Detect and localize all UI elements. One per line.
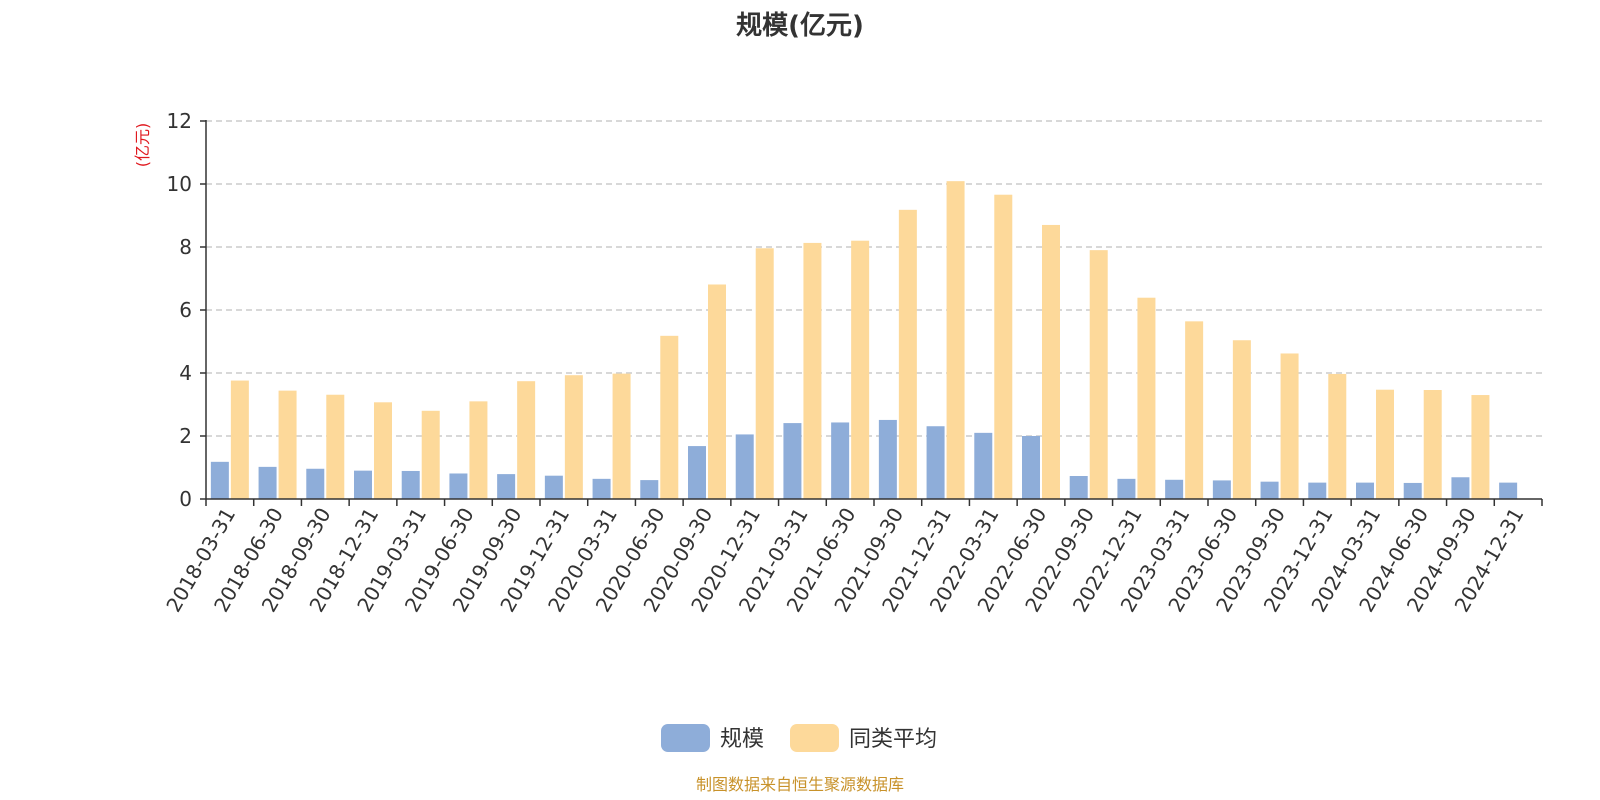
bar-同类平均-2023-06-30	[1232, 340, 1251, 499]
bar-同类平均-2022-09-30	[1089, 250, 1108, 499]
y-tick-label: 0	[179, 487, 192, 511]
bar-同类平均-2022-03-31	[994, 194, 1013, 499]
bar-规模-2020-06-30	[640, 480, 659, 499]
bar-同类平均-2018-12-31	[374, 402, 392, 499]
bar-规模-2019-12-31	[544, 475, 563, 499]
bar-同类平均-2023-03-31	[1185, 321, 1204, 499]
bar-同类平均-2021-03-31	[803, 242, 822, 499]
y-tick-label: 12	[167, 109, 192, 133]
bar-规模-2023-09-30	[1260, 481, 1279, 499]
bar-规模-2019-06-30	[449, 473, 468, 499]
legend: 规模 同类平均	[661, 724, 937, 752]
bar-同类平均-2024-06-30	[1423, 390, 1442, 499]
bar-规模-2018-03-31	[210, 461, 229, 499]
bar-同类平均-2020-09-30	[708, 284, 726, 499]
bar-规模-2020-09-30	[688, 446, 706, 499]
bar-同类平均-2022-06-30	[1042, 224, 1060, 499]
bar-规模-2018-06-30	[258, 466, 277, 499]
y-tick-label: 2	[179, 424, 192, 448]
y-axis-unit-label: (亿元)	[133, 123, 152, 168]
bar-同类平均-2024-03-31	[1376, 389, 1394, 499]
y-tick-label: 4	[179, 361, 192, 385]
bar-同类平均-2019-09-30	[517, 381, 536, 499]
chart-title: 规模(亿元)	[736, 11, 864, 41]
bar-规模-2022-03-31	[974, 432, 993, 499]
bar-规模-2024-03-31	[1356, 482, 1374, 499]
bar-规模-2018-09-30	[306, 468, 325, 499]
bar-规模-2019-09-30	[497, 474, 516, 499]
bar-规模-2021-03-31	[783, 423, 802, 499]
y-tick-label: 8	[179, 235, 192, 259]
legend-label: 同类平均	[849, 727, 937, 752]
bar-同类平均-2021-09-30	[898, 209, 917, 499]
y-tick-label: 10	[167, 172, 192, 196]
bar-规模-2023-03-31	[1165, 479, 1184, 499]
bar-同类平均-2021-06-30	[851, 240, 870, 499]
legend-label: 规模	[720, 727, 764, 752]
bar-同类平均-2019-03-31	[421, 410, 440, 499]
bar-同类平均-2020-06-30	[660, 335, 679, 499]
bar-规模-2023-06-30	[1212, 480, 1231, 499]
bar-规模-2018-12-31	[354, 470, 372, 499]
bar-规模-2022-12-31	[1117, 478, 1136, 499]
bar-规模-2023-12-31	[1308, 482, 1327, 499]
bar-同类平均-2019-12-31	[564, 375, 583, 499]
bar-同类平均-2022-12-31	[1137, 297, 1156, 499]
bar-同类平均-2023-12-31	[1328, 373, 1347, 499]
bar-规模-2024-09-30	[1451, 477, 1470, 499]
bar-同类平均-2018-03-31	[230, 380, 249, 499]
bars	[210, 181, 1518, 500]
bar-同类平均-2020-03-31	[612, 373, 631, 499]
x-axis-ticks: 2018-03-312018-06-302018-09-302018-12-31…	[161, 499, 1543, 616]
bar-同类平均-2023-09-30	[1280, 353, 1299, 499]
bar-规模-2021-12-31	[926, 426, 945, 499]
bar-同类平均-2018-09-30	[326, 394, 345, 499]
bar-规模-2021-09-30	[878, 419, 897, 499]
source-note: 制图数据来自恒生聚源数据库	[696, 775, 904, 794]
y-tick-label: 6	[179, 298, 192, 322]
bar-同类平均-2021-12-31	[946, 181, 965, 500]
legend-swatch	[790, 724, 839, 752]
legend-swatch	[661, 724, 710, 752]
grid-lines	[206, 120, 1542, 437]
bar-同类平均-2024-09-30	[1471, 395, 1490, 499]
bar-规模-2024-12-31	[1499, 482, 1518, 499]
bar-规模-2022-06-30	[1022, 436, 1040, 499]
bar-规模-2024-06-30	[1403, 482, 1422, 499]
bar-同类平均-2020-12-31	[755, 248, 774, 499]
bar-规模-2020-12-31	[735, 434, 754, 499]
bar-同类平均-2018-06-30	[278, 390, 297, 499]
bar-规模-2019-03-31	[401, 470, 420, 499]
bar-同类平均-2019-06-30	[469, 401, 488, 499]
bar-规模-2021-06-30	[831, 422, 850, 499]
bar-规模-2020-03-31	[592, 478, 611, 499]
bar-规模-2022-09-30	[1069, 476, 1088, 499]
y-axis-ticks: 0 2 4 6 8 10 12	[167, 109, 206, 511]
